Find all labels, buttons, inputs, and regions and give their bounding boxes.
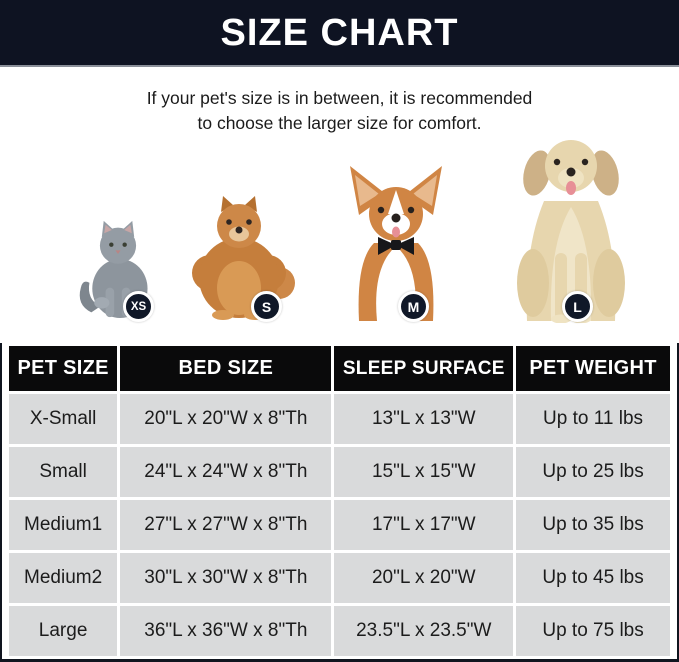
size-badge-xs: XS bbox=[123, 291, 154, 322]
size-badge-m: M bbox=[398, 291, 429, 322]
table-row: Small 24"L x 24"W x 8"Th 15"L x 15"W Up to … bbox=[9, 447, 670, 497]
table-cell-bed-size: 20"L x 20"W x 8"Th bbox=[120, 394, 332, 444]
table-cell-bed-size: 30"L x 30"W x 8"Th bbox=[120, 553, 332, 603]
table-cell-pet-size: Small bbox=[9, 447, 118, 497]
golden-retriever-image bbox=[497, 131, 645, 324]
table-cell-sleep-surface: 15"L x 15"W bbox=[334, 447, 514, 497]
subtitle-line-2: to choose the larger size for comfort. bbox=[197, 113, 482, 134]
table-cell-bed-size: 24"L x 24"W x 8"Th bbox=[120, 447, 332, 497]
subtitle-line-1: If your pet's size is in between, it is … bbox=[146, 88, 533, 108]
pomeranian-image bbox=[180, 191, 302, 321]
table-cell-bed-size: 27"L x 27"W x 8"Th bbox=[120, 500, 332, 550]
table-cell-pet-weight: Up to 25 lbs bbox=[516, 447, 670, 497]
table-cell-sleep-surface: 13"L x 13"W bbox=[334, 394, 514, 444]
size-badge-s: S bbox=[251, 291, 282, 322]
table-row: Medium1 27"L x 27"W x 8"Th 17"L x 17"W Up t… bbox=[9, 500, 670, 550]
column-header-sleep-surface: SLEEP SURFACE bbox=[334, 346, 514, 391]
size-table-header: PET SIZE BED SIZE SLEEP SURFACE PET WEIG… bbox=[9, 346, 670, 391]
column-header-pet-weight: PET WEIGHT bbox=[516, 346, 670, 391]
size-badge-l: L bbox=[562, 291, 593, 322]
hero-section: If your pet's size is in between, it is … bbox=[0, 67, 679, 343]
column-header-bed-size: BED SIZE bbox=[120, 346, 332, 391]
subtitle: If your pet's size is in between, it is … bbox=[0, 67, 679, 137]
table-cell-pet-weight: Up to 45 lbs bbox=[516, 553, 670, 603]
table-row: X-Small 20"L x 20"W x 8"Th 13"L x 13"W Up t… bbox=[9, 394, 670, 444]
size-table-section: PET SIZE BED SIZE SLEEP SURFACE PET WEIG… bbox=[0, 343, 679, 662]
table-row: Large 36"L x 36"W x 8"Th 23.5"L x 23.5"W Up… bbox=[9, 606, 670, 656]
size-table: PET SIZE BED SIZE SLEEP SURFACE PET WEIG… bbox=[6, 343, 673, 659]
table-cell-pet-weight: Up to 75 lbs bbox=[516, 606, 670, 656]
header-row: PET SIZE BED SIZE SLEEP SURFACE PET WEIG… bbox=[9, 346, 670, 391]
table-cell-pet-size: Large bbox=[9, 606, 118, 656]
header-banner: SIZE CHART bbox=[0, 0, 679, 67]
table-cell-pet-size: Medium1 bbox=[9, 500, 118, 550]
page-title: SIZE CHART bbox=[220, 11, 459, 54]
table-cell-bed-size: 36"L x 36"W x 8"Th bbox=[120, 606, 332, 656]
table-cell-pet-weight: Up to 35 lbs bbox=[516, 500, 670, 550]
size-table-body: X-Small 20"L x 20"W x 8"Th 13"L x 13"W Up t… bbox=[9, 394, 670, 656]
table-cell-pet-weight: Up to 11 lbs bbox=[516, 394, 670, 444]
table-row: Medium2 30"L x 30"W x 8"Th 20"L x 20"W Up t… bbox=[9, 553, 670, 603]
table-cell-sleep-surface: 23.5"L x 23.5"W bbox=[334, 606, 514, 656]
table-cell-pet-size: Medium2 bbox=[9, 553, 118, 603]
table-cell-pet-size: X-Small bbox=[9, 394, 118, 444]
table-cell-sleep-surface: 17"L x 17"W bbox=[334, 500, 514, 550]
table-cell-sleep-surface: 20"L x 20"W bbox=[334, 553, 514, 603]
column-header-pet-size: PET SIZE bbox=[9, 346, 118, 391]
corgi-image bbox=[328, 161, 464, 323]
